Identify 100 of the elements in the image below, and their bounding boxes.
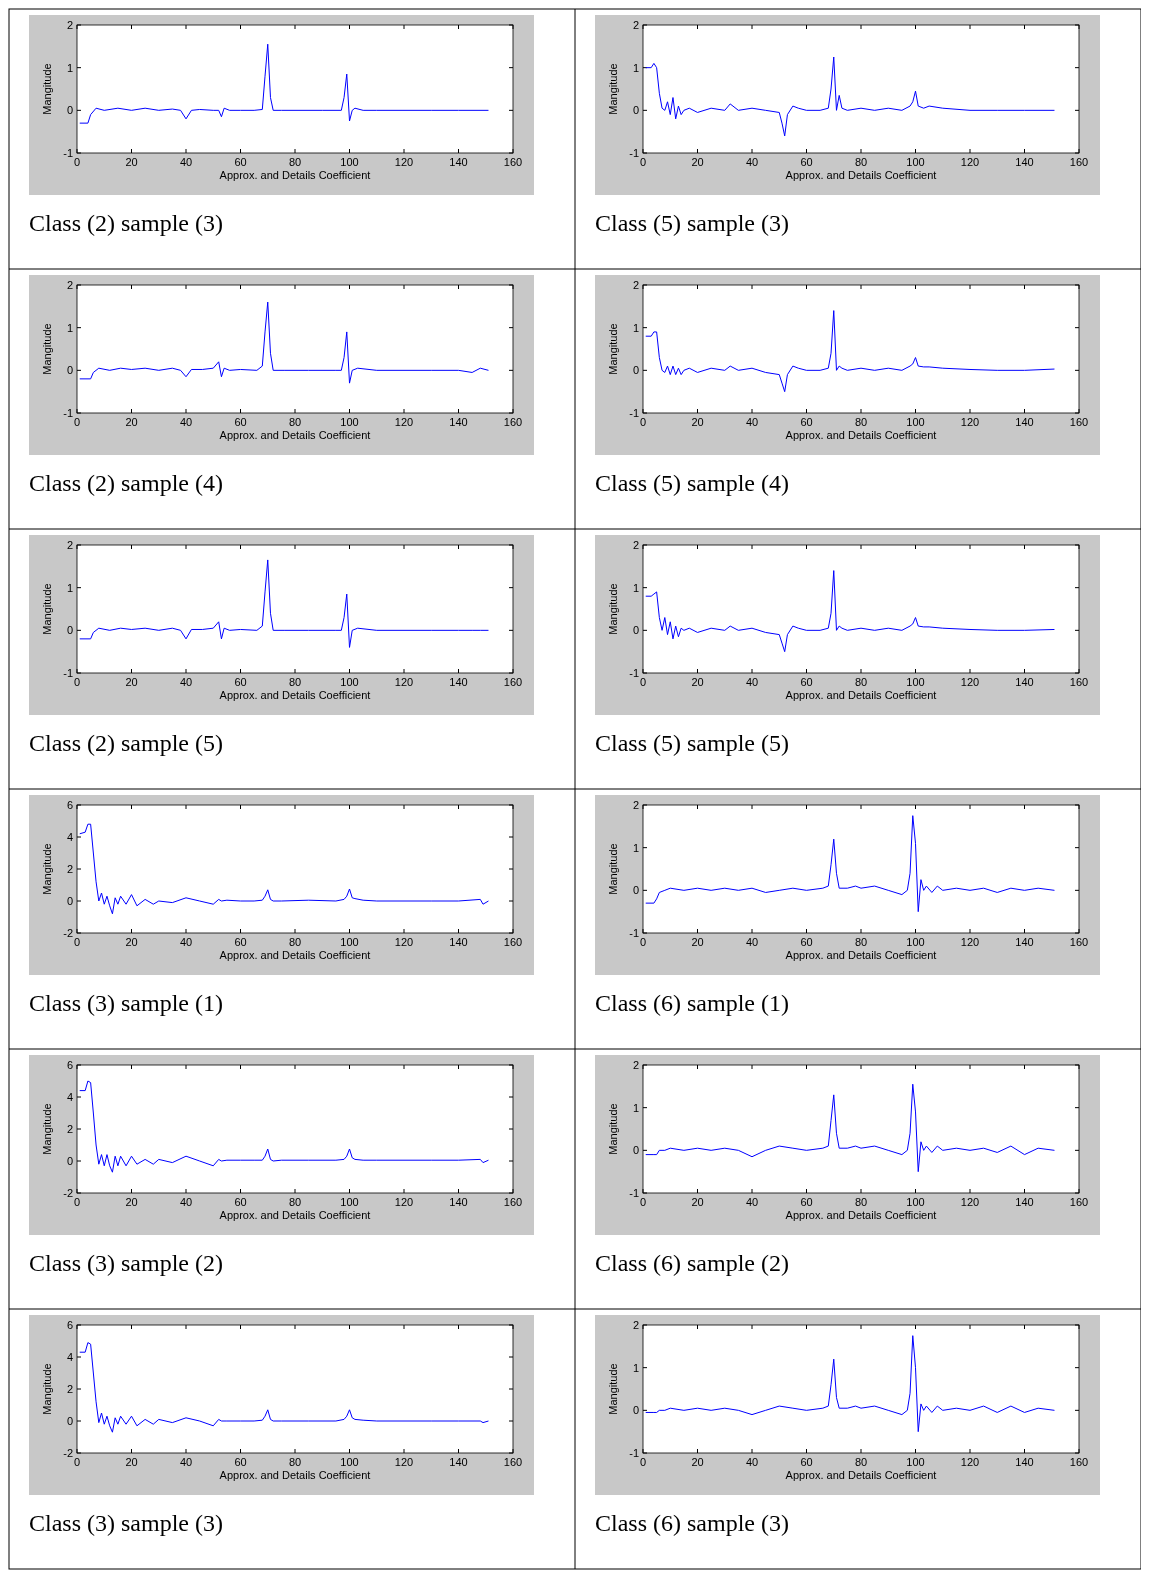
x-tick-label: 60 xyxy=(234,1456,247,1468)
x-tick-label: 120 xyxy=(960,1196,980,1208)
x-tick-label: 80 xyxy=(854,1196,868,1208)
x-tick-label: 60 xyxy=(800,936,813,948)
y-tick-label: -1 xyxy=(629,407,639,419)
x-tick-label: 120 xyxy=(960,936,980,948)
y-axis-title: Mangitude xyxy=(41,843,53,895)
x-axis-title: Approx. and Details Coefficient xyxy=(785,429,937,441)
y-tick-label: 0 xyxy=(66,364,73,377)
line-series xyxy=(79,823,489,915)
x-tick-label: 60 xyxy=(800,1456,813,1468)
x-tick-label: 160 xyxy=(1069,1456,1089,1468)
line-series xyxy=(79,301,489,384)
x-tick-label: 80 xyxy=(288,156,302,168)
x-tick-label: 120 xyxy=(960,416,980,428)
x-tick-label: 80 xyxy=(288,1196,302,1208)
x-tick-label: 160 xyxy=(503,416,523,428)
y-axis-title: Mangitude xyxy=(41,1363,53,1415)
line-series xyxy=(79,43,489,124)
y-axis-title: Mangitude xyxy=(607,583,619,635)
x-tick-label: 140 xyxy=(449,676,468,688)
x-tick-label: 20 xyxy=(125,156,138,168)
line-series xyxy=(645,1335,1055,1433)
text: Class (5) sample (3) xyxy=(595,210,789,236)
x-tick-label: 160 xyxy=(503,676,523,688)
text: Class (6) sample (2) xyxy=(595,1250,789,1276)
text: Class (5) sample (5) xyxy=(595,730,789,756)
y-tick-label: 2 xyxy=(632,1319,639,1331)
x-tick-label: 160 xyxy=(503,936,523,948)
x-tick-label: 120 xyxy=(394,676,414,688)
x-tick-label: 80 xyxy=(854,676,868,688)
y-tick-label: 0 xyxy=(66,1155,73,1167)
text: Class (5) sample (4) xyxy=(595,470,789,496)
x-tick-label: 40 xyxy=(745,676,759,688)
x-tick-label: 120 xyxy=(394,156,414,168)
y-tick-label: 1 xyxy=(66,321,73,334)
y-axis-title: Mangitude xyxy=(607,1363,619,1415)
line-series xyxy=(645,56,1055,137)
y-tick-label: 2 xyxy=(66,279,73,291)
y-tick-label: -1 xyxy=(629,927,639,939)
x-tick-label: 140 xyxy=(449,1196,468,1208)
x-tick-label: 100 xyxy=(340,416,359,428)
y-tick-label: -1 xyxy=(629,667,639,679)
text: Class (3) sample (1) xyxy=(29,990,223,1016)
x-tick-label: 20 xyxy=(691,1196,704,1208)
y-tick-label: 4 xyxy=(66,1091,73,1103)
x-tick-label: 80 xyxy=(854,936,868,948)
x-tick-label: 160 xyxy=(503,1196,523,1208)
x-tick-label: 100 xyxy=(340,156,359,168)
x-tick-label: 160 xyxy=(1069,156,1089,168)
x-tick-label: 40 xyxy=(179,676,193,688)
y-tick-label: 0 xyxy=(632,624,639,637)
y-tick-label: 2 xyxy=(632,799,639,811)
x-tick-label: 80 xyxy=(288,1456,302,1468)
y-tick-label: 2 xyxy=(632,279,639,291)
x-tick-label: 20 xyxy=(125,416,138,428)
x-tick-label: 80 xyxy=(854,1456,868,1468)
y-tick-label: 2 xyxy=(66,863,73,875)
line-series xyxy=(645,570,1055,653)
x-tick-label: 40 xyxy=(179,1456,193,1468)
x-tick-label: 80 xyxy=(288,936,302,948)
line-series xyxy=(645,310,1055,393)
text: Class (3) sample (2) xyxy=(29,1250,223,1276)
x-tick-label: 100 xyxy=(906,1456,925,1468)
x-tick-label: 160 xyxy=(503,1456,523,1468)
line-series xyxy=(645,1083,1055,1173)
x-tick-label: 100 xyxy=(906,936,925,948)
x-tick-label: 140 xyxy=(1015,416,1034,428)
x-axis-title: Approx. and Details Coefficient xyxy=(785,949,937,961)
text: Class (6) sample (3) xyxy=(595,1510,789,1536)
x-tick-label: 40 xyxy=(745,416,759,428)
x-tick-label: 40 xyxy=(179,1196,193,1208)
y-axis-title: Mangitude xyxy=(607,1103,619,1155)
x-tick-label: 60 xyxy=(234,936,247,948)
y-tick-label: 2 xyxy=(66,539,73,551)
x-axis-title: Approx. and Details Coefficient xyxy=(785,1209,937,1221)
line-series xyxy=(79,1080,489,1173)
x-axis-title: Approx. and Details Coefficient xyxy=(219,429,371,441)
y-tick-label: 1 xyxy=(632,581,639,594)
x-axis-title: Approx. and Details Coefficient xyxy=(219,1469,371,1481)
x-tick-label: 60 xyxy=(234,1196,247,1208)
x-tick-label: 120 xyxy=(960,156,980,168)
x-tick-label: 40 xyxy=(179,416,193,428)
x-tick-label: 160 xyxy=(1069,936,1089,948)
text: Class (6) sample (1) xyxy=(595,990,789,1016)
x-tick-label: 20 xyxy=(125,1196,138,1208)
x-tick-label: 80 xyxy=(288,676,302,688)
x-tick-label: 120 xyxy=(394,416,414,428)
x-tick-label: 120 xyxy=(394,936,414,948)
text: Class (2) sample (5) xyxy=(29,730,223,756)
x-tick-label: 140 xyxy=(449,936,468,948)
y-axis-title: Mangitude xyxy=(607,843,619,895)
y-axis-title: Mangitude xyxy=(41,583,53,635)
y-axis-title: Mangitude xyxy=(41,1103,53,1155)
x-tick-label: 100 xyxy=(906,676,925,688)
y-tick-label: 2 xyxy=(632,539,639,551)
text: Class (2) sample (4) xyxy=(29,470,223,496)
x-tick-label: 100 xyxy=(906,156,925,168)
y-tick-label: 2 xyxy=(632,1059,639,1071)
x-tick-label: 40 xyxy=(745,156,759,168)
